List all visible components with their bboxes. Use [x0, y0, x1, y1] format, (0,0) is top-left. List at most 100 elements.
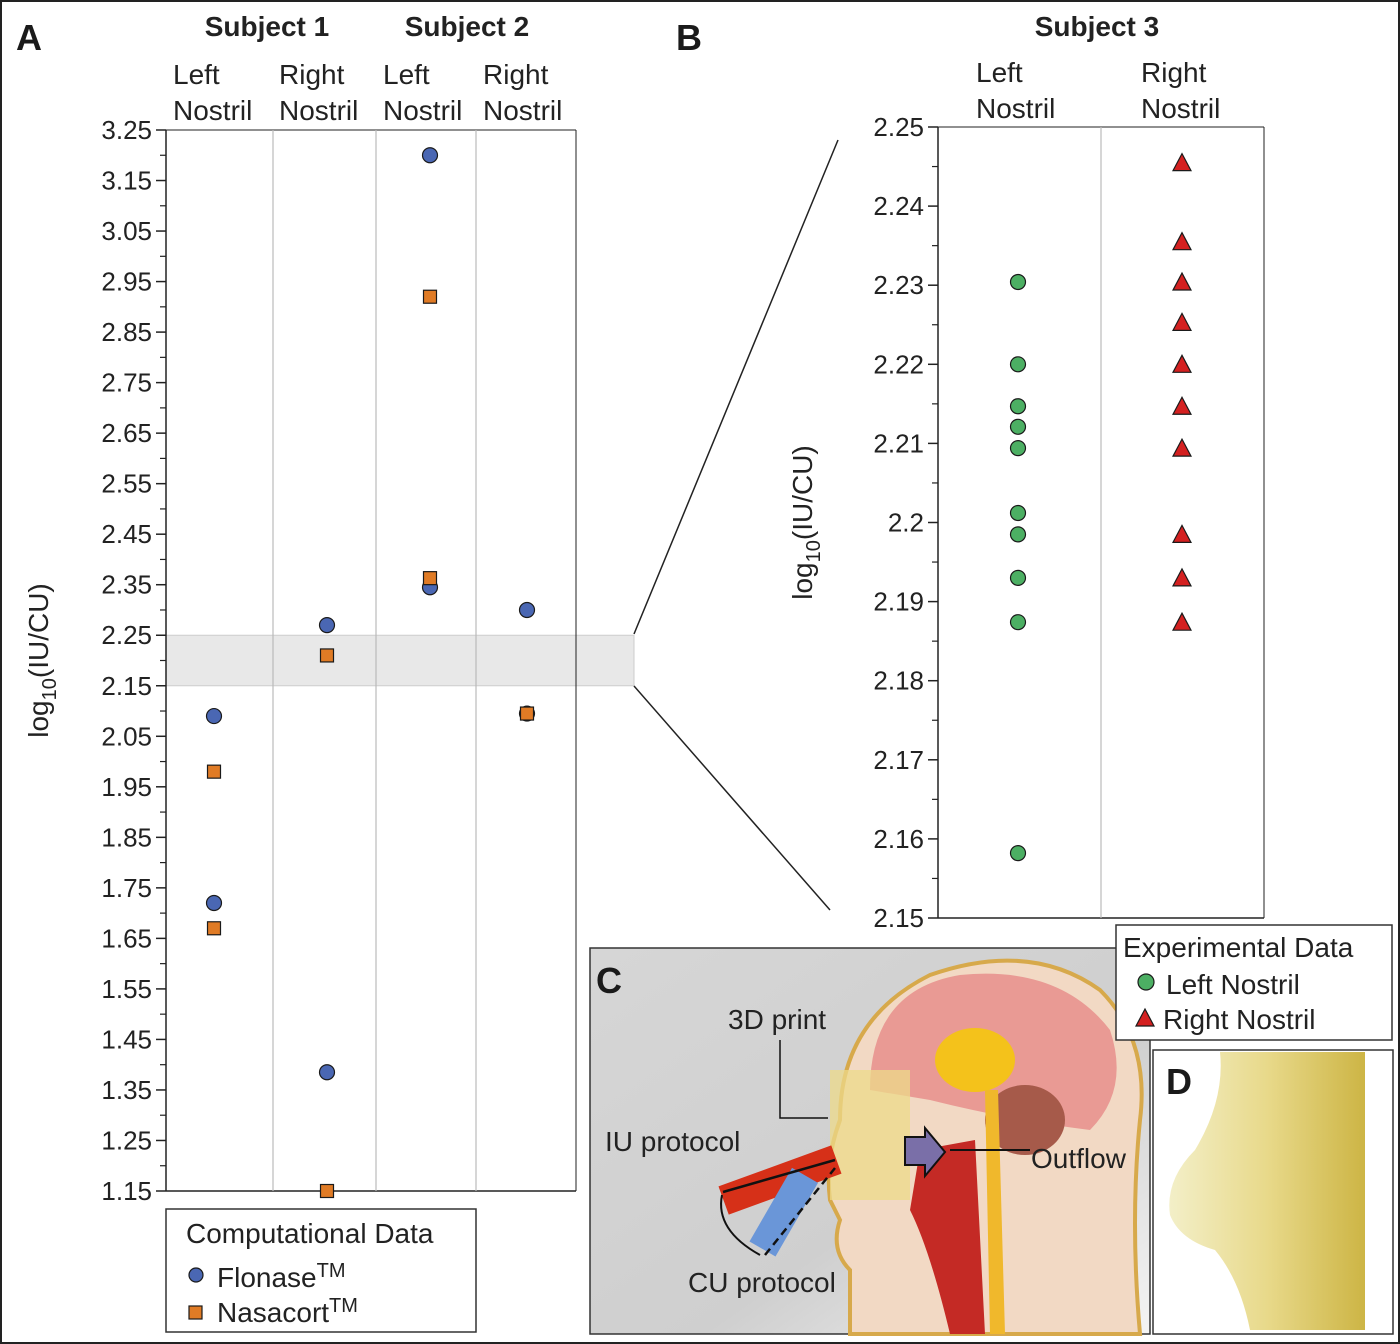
data-point-right-nostril [1172, 152, 1192, 172]
y-axis-label: log10(IU/CU) [23, 583, 61, 738]
legend-marker-right-nostril [1135, 1007, 1155, 1027]
legend-marker-nasacort [188, 1305, 203, 1320]
y-tick-label: 2.17 [873, 745, 924, 775]
data-point-right-nostril [1172, 231, 1192, 251]
cu-axis [764, 1167, 836, 1256]
y-tick-label: 2.25 [873, 112, 924, 142]
data-point-flonase [318, 1064, 336, 1081]
data-point-left-nostril [1009, 356, 1027, 373]
y-tick-label: 2.19 [873, 587, 924, 617]
data-point-nasacort [206, 921, 222, 936]
y-tick-label: 2.16 [873, 824, 924, 854]
y-tick-label: 1.25 [101, 1125, 152, 1155]
category-header: Left [173, 59, 220, 90]
data-point-right-nostril [1172, 524, 1192, 543]
data-point-left-nostril [1009, 526, 1027, 543]
data-point-left-nostril [1009, 504, 1027, 522]
y-tick-label: 2.85 [101, 317, 152, 347]
iu-axis [722, 1158, 836, 1194]
iu-nozzle [718, 1145, 842, 1215]
category-header: Nostril [173, 95, 252, 126]
y-tick-label: 1.45 [101, 1024, 152, 1054]
y-tick-label: 2.2 [888, 508, 924, 538]
data-point-left-nostril [1009, 273, 1027, 291]
data-point-right-nostril [1172, 567, 1192, 587]
y-tick-label: 2.21 [873, 428, 924, 458]
data-point-flonase [205, 707, 223, 725]
y-tick-label: 2.45 [101, 519, 152, 549]
nose-print [1169, 1052, 1365, 1330]
data-point-right-nostril [1172, 395, 1192, 415]
y-tick-label: 1.15 [101, 1176, 152, 1206]
y-tick-label: 3.25 [101, 115, 152, 145]
y-tick-label: 1.65 [101, 923, 152, 953]
category-header: Nostril [383, 95, 462, 126]
y-tick-label: 3.05 [101, 216, 152, 246]
brainstem-yellow [935, 1028, 1015, 1092]
y-tick-label: 2.18 [873, 666, 924, 696]
legend-marker-left-nostril [1137, 973, 1155, 991]
data-point-left-nostril [1009, 614, 1027, 631]
data-point-right-nostril [1172, 271, 1192, 291]
chart-a: 3.25 3.15 3.05 2.95 2.85 2.75 2.65 2.55 2.45 2.35… [23, 59, 635, 1206]
legend-computational: Computational Data FlonaseTM NasacortTM [165, 1208, 477, 1333]
y-tick-label: 2.22 [873, 349, 924, 379]
data-point-left-nostril [1009, 569, 1027, 586]
3d-print-overlay [830, 1070, 910, 1200]
legend-label-right-nostril: Right Nostril [1163, 1004, 1315, 1035]
label-iu-protocol: IU protocol [605, 1126, 740, 1157]
y-tick-label: 3.15 [101, 166, 152, 196]
y-tick-label: 2.24 [873, 191, 924, 221]
data-point-left-nostril [1009, 440, 1027, 457]
y-tick-label: 1.75 [101, 873, 152, 903]
group-header-subject-2: Subject 2 [405, 11, 529, 42]
category-header: Left [383, 59, 430, 90]
data-point-right-nostril [1172, 611, 1192, 631]
y-tick-label: 2.15 [101, 671, 152, 701]
category-header: Nostril [1141, 93, 1220, 124]
data-point-left-nostril [1009, 418, 1027, 435]
cerebellum [985, 1085, 1065, 1155]
y-tick-label: 1.55 [101, 974, 152, 1004]
y-axis-label: log10(IU/CU) [787, 445, 825, 600]
y-tick-label: 2.95 [101, 267, 152, 297]
data-point-right-nostril [1172, 437, 1192, 457]
data-point-right-nostril [1172, 354, 1192, 373]
rotation-arrow [720, 1194, 761, 1256]
category-header: Nostril [279, 95, 358, 126]
data-point-flonase [518, 601, 536, 619]
panel-label-c: C [596, 960, 622, 1001]
zoom-connector-top [633, 139, 839, 635]
cu-nozzle [749, 1167, 818, 1257]
data-point-right-nostril [1172, 312, 1192, 331]
legend-label-flonase: FlonaseTM [217, 1260, 346, 1293]
y-tick-label: 1.35 [101, 1075, 152, 1105]
panel-c-illustration: C 3D print IU protocol Outflow CU protoc… [589, 947, 1151, 1336]
data-point-nasacort [319, 648, 335, 663]
category-header: Right [483, 59, 549, 90]
legend-label-nasacort: NasacortTM [217, 1295, 358, 1328]
y-tick-label: 2.35 [101, 570, 152, 600]
category-header: Right [279, 59, 345, 90]
y-tick-label: 2.65 [101, 418, 152, 448]
category-header: Nostril [483, 95, 562, 126]
legend-label-left-nostril: Left Nostril [1166, 969, 1300, 1000]
panel-d-3d-print-photo: D [1152, 1049, 1394, 1335]
label-outflow: Outflow [1031, 1143, 1127, 1174]
zoom-connector-bottom [633, 685, 831, 911]
y-tick-label: 2.55 [101, 469, 152, 499]
label-3d-print: 3D print [728, 1004, 826, 1035]
data-point-flonase [205, 894, 223, 912]
data-point-nasacort [519, 706, 535, 721]
y-tick-label: 1.85 [101, 822, 152, 852]
data-point-nasacort [206, 764, 222, 779]
y-tick-label: 2.75 [101, 368, 152, 398]
legend-experimental: Experimental Data Left Nostril Right Nos… [1115, 924, 1393, 1041]
data-point-nasacort [422, 289, 438, 304]
panel-label-a: A [16, 17, 42, 58]
panel-label-b: B [676, 17, 702, 58]
data-point-flonase [318, 617, 336, 634]
data-point-nasacort [422, 571, 438, 586]
data-point-nasacort [319, 1183, 335, 1199]
